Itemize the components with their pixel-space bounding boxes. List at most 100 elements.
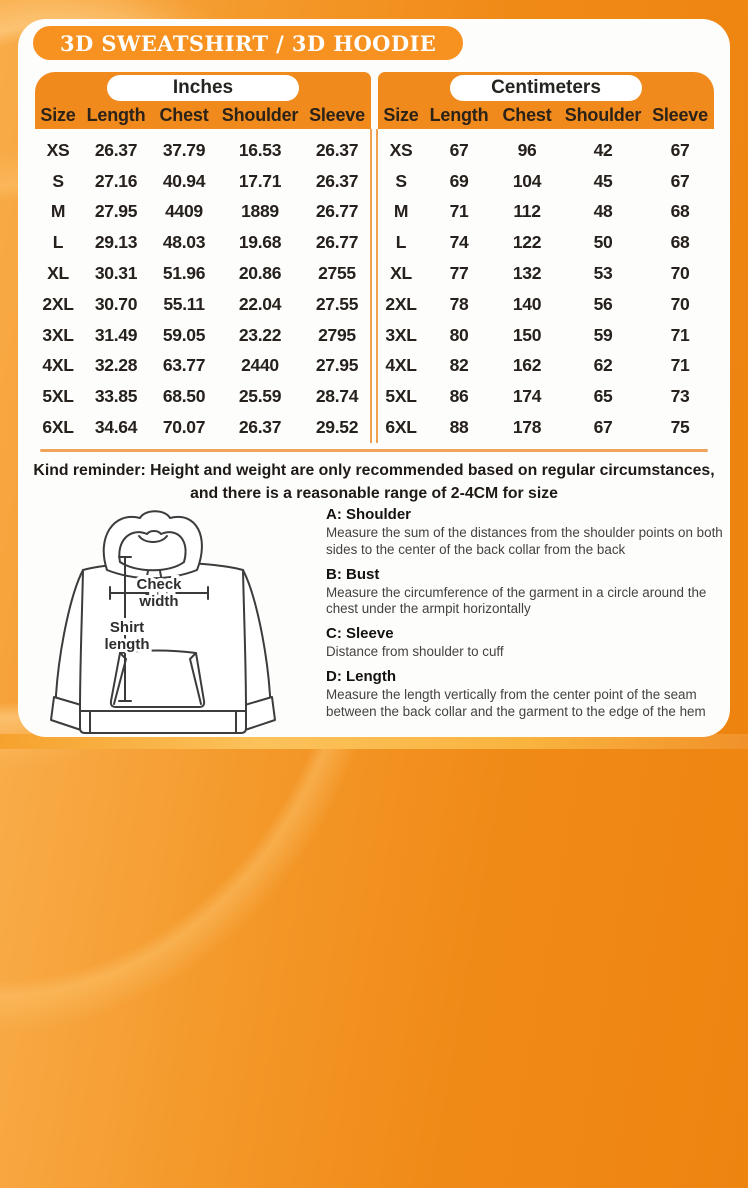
value-cell: 19.68 bbox=[238, 232, 282, 253]
inches-column-headers: Size Length Chest Shoulder Sleeve bbox=[35, 101, 371, 129]
hoodie-hem-band bbox=[79, 710, 247, 734]
value-cell: 30.70 bbox=[94, 293, 138, 314]
value-cell: 31.49 bbox=[94, 324, 138, 345]
size-cell: 2XL bbox=[385, 293, 417, 314]
value-cell: 1889 bbox=[241, 201, 279, 222]
value-cell: 55.11 bbox=[163, 293, 205, 314]
value-cell: 78 bbox=[449, 293, 469, 314]
value-cell: 104 bbox=[512, 170, 542, 191]
horizontal-divider bbox=[40, 449, 708, 452]
value-cell: 29.13 bbox=[94, 232, 138, 253]
measurement-instructions: A: Shoulder Measure the sum of the dista… bbox=[326, 506, 728, 728]
value-cell: 27.16 bbox=[94, 170, 138, 191]
hoodie-pocket bbox=[109, 649, 206, 708]
value-cell: 71 bbox=[670, 324, 690, 345]
inches-table: Inches Size Length Chest Shoulder Sleeve XS 2… bbox=[35, 72, 371, 443]
value-cell: 132 bbox=[512, 263, 542, 284]
centimeters-unit-pill: Centimeters bbox=[450, 75, 642, 101]
shirt-length-label-line2: length bbox=[105, 636, 150, 653]
value-cell: 51.96 bbox=[162, 263, 206, 284]
value-cell: 67 bbox=[449, 139, 469, 160]
size-cell: XL bbox=[47, 263, 69, 284]
column-header-shoulder: Shoulder bbox=[564, 104, 642, 125]
value-cell: 27.55 bbox=[315, 293, 359, 314]
size-cell: L bbox=[52, 232, 64, 253]
value-cell: 71 bbox=[449, 201, 469, 222]
value-cell: 26.37 bbox=[94, 139, 138, 160]
kind-reminder-line1: Kind reminder: Height and weight are onl… bbox=[33, 462, 715, 479]
size-cell: L bbox=[395, 232, 407, 253]
centimeters-column-headers: Size Length Chest Shoulder Sleeve bbox=[378, 101, 714, 129]
size-cell: 3XL bbox=[385, 324, 417, 345]
size-cell: 6XL bbox=[385, 417, 417, 438]
value-cell: 4409 bbox=[165, 201, 203, 222]
title-pill: 3D SWEATSHIRT / 3D HOODIE bbox=[33, 26, 464, 60]
value-cell: 22.04 bbox=[238, 293, 282, 314]
size-chart-card: 3D SWEATSHIRT / 3D HOODIE Inches Size Len… bbox=[18, 19, 730, 737]
background-bottom-glow bbox=[0, 734, 748, 749]
measurement-arrows bbox=[109, 556, 209, 702]
hoodie-measurement-diagram: Check width Shirt length bbox=[50, 510, 276, 734]
column-header-chest: Chest bbox=[502, 104, 552, 125]
value-cell: 80 bbox=[449, 324, 469, 345]
size-cell: 5XL bbox=[42, 386, 74, 407]
measurement-heading: A: Shoulder bbox=[326, 506, 411, 523]
value-cell: 26.77 bbox=[315, 201, 359, 222]
value-cell: 26.77 bbox=[315, 232, 359, 253]
column-header-sleeve: Sleeve bbox=[309, 104, 365, 125]
value-cell: 34.64 bbox=[94, 417, 138, 438]
value-cell: 70 bbox=[670, 263, 690, 284]
measurement-block-sleeve: C: Sleeve Distance from shoulder to cuff bbox=[326, 625, 728, 661]
page-title: 3D SWEATSHIRT / 3D HOODIE bbox=[60, 30, 437, 56]
column-header-shoulder: Shoulder bbox=[221, 104, 299, 125]
value-cell: 28.74 bbox=[315, 386, 359, 407]
value-cell: 68.50 bbox=[162, 386, 206, 407]
value-cell: 140 bbox=[512, 293, 542, 314]
value-cell: 32.28 bbox=[94, 355, 138, 376]
size-cell: 6XL bbox=[42, 417, 74, 438]
measurement-description: Measure the circumference of the garment… bbox=[326, 584, 707, 617]
value-cell: 2755 bbox=[318, 263, 356, 284]
value-cell: 70 bbox=[670, 293, 690, 314]
value-cell: 59.05 bbox=[162, 324, 206, 345]
value-cell: 29.52 bbox=[315, 417, 359, 438]
size-cell: XS bbox=[389, 139, 413, 160]
value-cell: 42 bbox=[593, 139, 613, 160]
value-cell: 70.07 bbox=[162, 417, 206, 438]
inches-unit-pill: Inches bbox=[107, 75, 299, 101]
value-cell: 162 bbox=[512, 355, 542, 376]
centimeters-table-body: XS 67 96 42 67 S 69 104 45 67 M 71 112 48 68 L 74 122 50 68… bbox=[378, 135, 714, 443]
value-cell: 26.37 bbox=[315, 170, 359, 191]
value-cell: 174 bbox=[512, 386, 542, 407]
column-header-length: Length bbox=[429, 104, 489, 125]
size-cell: XL bbox=[390, 263, 412, 284]
shirt-length-label-line1: Shirt bbox=[110, 619, 144, 636]
column-header-size: Size bbox=[40, 104, 76, 125]
value-cell: 33.85 bbox=[94, 386, 138, 407]
value-cell: 30.31 bbox=[94, 263, 138, 284]
measurement-description: Measure the length vertically from the c… bbox=[326, 686, 706, 719]
value-cell: 68 bbox=[670, 232, 690, 253]
value-cell: 27.95 bbox=[315, 355, 359, 376]
value-cell: 77 bbox=[449, 263, 469, 284]
value-cell: 53 bbox=[593, 263, 613, 284]
tables-vertical-divider bbox=[370, 129, 378, 443]
value-cell: 67 bbox=[670, 139, 690, 160]
size-cell: S bbox=[52, 170, 64, 191]
value-cell: 96 bbox=[517, 139, 537, 160]
value-cell: 68 bbox=[670, 201, 690, 222]
value-cell: 27.95 bbox=[94, 201, 138, 222]
value-cell: 63.77 bbox=[162, 355, 206, 376]
value-cell: 122 bbox=[512, 232, 542, 253]
column-header-length: Length bbox=[86, 104, 146, 125]
value-cell: 2795 bbox=[318, 324, 356, 345]
measurement-block-shoulder: A: Shoulder Measure the sum of the dista… bbox=[326, 506, 728, 559]
measurement-description: Distance from shoulder to cuff bbox=[326, 644, 504, 660]
value-cell: 112 bbox=[513, 201, 541, 222]
size-cell: 2XL bbox=[42, 293, 74, 314]
value-cell: 86 bbox=[449, 386, 469, 407]
measurement-heading: D: Length bbox=[326, 667, 396, 685]
kind-reminder: Kind reminder: Height and weight are onl… bbox=[18, 460, 730, 506]
value-cell: 16.53 bbox=[238, 139, 282, 160]
value-cell: 48.03 bbox=[162, 232, 206, 253]
